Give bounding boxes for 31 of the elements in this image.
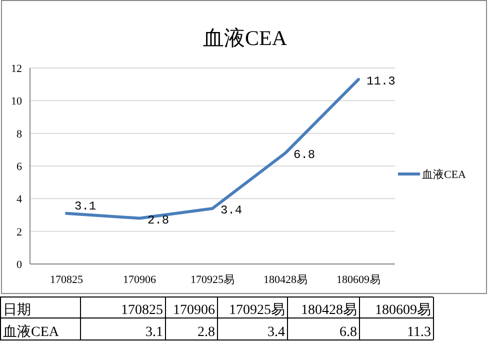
data-label: 3.4 bbox=[220, 203, 242, 218]
data-label: 3.1 bbox=[146, 325, 163, 340]
text: 日期 bbox=[3, 302, 31, 318]
category-label: 180609易 bbox=[375, 303, 431, 318]
legend-label: 血液CEA bbox=[422, 168, 466, 181]
x-tick-label: 180428易 bbox=[264, 274, 308, 286]
y-tick-label: 10 bbox=[11, 96, 22, 108]
x-tick-label: 170925易 bbox=[190, 274, 234, 286]
x-tick-label: 170906 bbox=[123, 274, 156, 286]
data-label: 11.3 bbox=[407, 325, 431, 340]
x-tick-label: 170825 bbox=[50, 274, 84, 286]
data-label: 2.8 bbox=[148, 213, 170, 228]
y-tick-label: 2 bbox=[16, 226, 22, 238]
data-label: 3.1 bbox=[74, 199, 96, 214]
chart-title: 血液CEA bbox=[203, 26, 288, 50]
y-tick-label: 6 bbox=[16, 161, 22, 173]
data-label: 3.4 bbox=[268, 325, 285, 340]
y-tick-label: 4 bbox=[16, 194, 22, 206]
y-tick-label: 12 bbox=[11, 63, 22, 75]
x-tick-label: 180609易 bbox=[336, 274, 380, 286]
category-label: 170925易 bbox=[229, 303, 285, 318]
category-label: 170906 bbox=[173, 303, 215, 318]
data-label: 6.8 bbox=[294, 148, 316, 162]
category-label: 180428易 bbox=[301, 303, 357, 318]
y-tick-label: 8 bbox=[16, 128, 22, 140]
data-label: 6.8 bbox=[340, 325, 357, 340]
data-label: 11.3 bbox=[366, 74, 396, 88]
data-label: 2.8 bbox=[198, 325, 215, 340]
y-tick-label: 0 bbox=[16, 259, 22, 271]
text: 血液CEA bbox=[3, 324, 60, 340]
category-label: 170825 bbox=[121, 303, 163, 318]
